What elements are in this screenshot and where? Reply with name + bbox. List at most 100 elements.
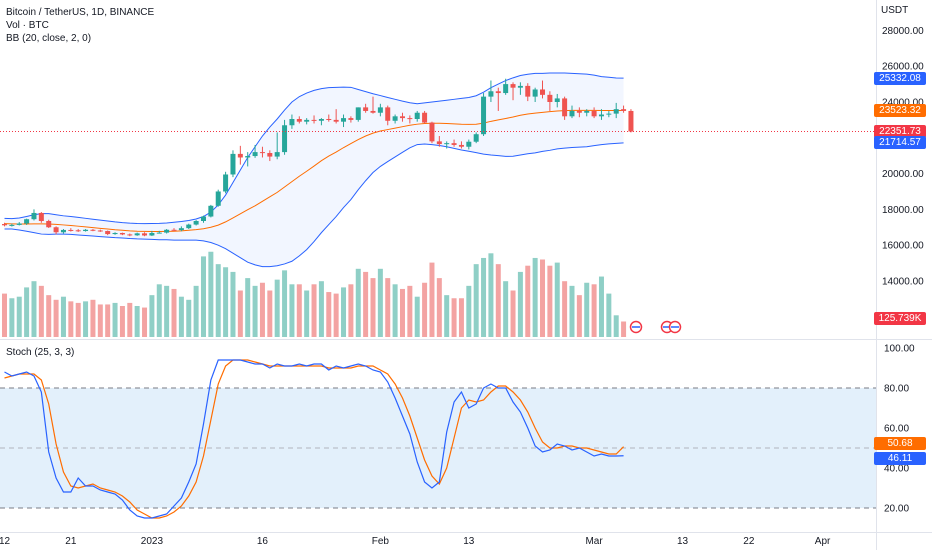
candle-body	[598, 114, 604, 117]
candle-body	[311, 119, 317, 121]
candle-body	[510, 84, 516, 88]
candle-body	[53, 227, 59, 233]
time-axis-label: 22	[743, 536, 755, 547]
volume-bar	[576, 295, 582, 337]
stoch-axis-label: 20.00	[884, 504, 909, 515]
candle-body	[355, 107, 361, 120]
candle-body	[38, 212, 44, 221]
volume-bar	[377, 268, 383, 337]
candle-body	[90, 229, 96, 231]
candle-body	[31, 212, 37, 220]
volume-bar	[31, 281, 37, 337]
candle-body	[245, 156, 251, 158]
candle-body	[46, 221, 52, 228]
volume-bar	[259, 282, 265, 337]
candle-body	[466, 141, 472, 147]
candle-body	[289, 119, 295, 126]
bollinger-fill	[4, 73, 624, 267]
candle-body	[112, 232, 118, 235]
candle-body	[377, 107, 383, 113]
volume-bar	[458, 298, 464, 337]
volume-bar	[230, 271, 236, 337]
volume-bar	[68, 301, 74, 337]
volume-bar	[208, 251, 214, 337]
last-price-tag: 22351.73	[874, 124, 926, 138]
volume-bar	[83, 301, 89, 337]
volume-bar	[2, 293, 7, 337]
volume-bar	[296, 284, 302, 337]
candle-body	[296, 119, 302, 122]
volume-bar	[282, 270, 288, 337]
price-axis-label: 14000.00	[882, 276, 924, 287]
candle-body	[569, 110, 575, 117]
currency-label: USDT	[881, 5, 909, 16]
candle-body	[267, 153, 273, 157]
volume-bar	[252, 285, 258, 337]
volume-bar	[237, 290, 243, 337]
candle-body	[363, 107, 369, 111]
candle-body	[422, 112, 428, 123]
stoch-k-tag: 46.11	[874, 452, 926, 466]
legend-bollinger[interactable]: BB (20, close, 2, 0)	[6, 33, 92, 44]
candle-body	[481, 96, 487, 135]
candle-body	[547, 94, 553, 102]
volume-bar	[289, 284, 295, 337]
candle-body	[127, 234, 133, 236]
volume-bar	[399, 288, 405, 337]
candle-body	[562, 98, 568, 117]
time-axis-label: 12	[0, 536, 10, 547]
time-axis-label: 16	[257, 536, 269, 547]
volume-bar	[60, 296, 66, 337]
bollinger-upper-line	[4, 72, 624, 225]
time-axis-label: Feb	[372, 536, 390, 547]
volume-bar	[495, 264, 501, 337]
volume-bar	[540, 259, 546, 337]
candle-body	[237, 153, 243, 158]
price-axis-label: 24000.00	[882, 98, 924, 109]
legend-stochastic[interactable]: Stoch (25, 3, 3)	[6, 347, 75, 358]
stoch-k-line	[4, 359, 624, 519]
candle-body	[200, 216, 206, 221]
volume-bar	[97, 304, 103, 337]
time-axis-label: Apr	[815, 536, 831, 547]
candle-body	[164, 229, 170, 233]
candle-body	[282, 125, 288, 153]
volume-bar	[333, 293, 339, 337]
candle-body	[186, 224, 192, 229]
legend-symbol[interactable]: Bitcoin / TetherUS, 1D, BINANCE	[6, 7, 155, 18]
volume-bar	[46, 295, 52, 337]
stoch-band-fill	[0, 388, 876, 508]
volume-bar	[223, 267, 229, 337]
candle-body	[525, 85, 531, 97]
volume-bar	[591, 284, 597, 337]
candle-body	[473, 134, 479, 142]
candle-body	[134, 233, 140, 236]
volume-bar	[392, 284, 398, 337]
volume-bar	[613, 315, 619, 337]
candle-body	[628, 110, 634, 132]
candle-body	[444, 143, 450, 145]
volume-bar	[370, 278, 376, 337]
volume-bar	[75, 302, 81, 337]
volume-bar	[488, 253, 494, 337]
volume-bar	[363, 271, 369, 337]
stoch-axis-label: 80.00	[884, 384, 909, 395]
time-axis-label: 2023	[141, 536, 164, 547]
volume-bar	[304, 290, 310, 337]
candle-body	[215, 191, 221, 206]
volume-bar	[127, 302, 133, 337]
volume-bar	[53, 299, 59, 337]
time-axis-label: 13	[463, 536, 475, 547]
volume-bar	[621, 321, 627, 337]
volume-bar	[134, 306, 140, 337]
volume-bar	[451, 298, 457, 337]
volume-bar	[16, 296, 22, 337]
bb-lower-tag: 21714.57	[874, 136, 926, 150]
candle-body	[613, 109, 619, 114]
volume-bar	[38, 285, 44, 337]
legend-volume[interactable]: Vol · BTC	[6, 20, 49, 31]
candle-body	[584, 110, 590, 113]
volume-bar	[407, 285, 413, 337]
volume-bar	[326, 292, 332, 337]
